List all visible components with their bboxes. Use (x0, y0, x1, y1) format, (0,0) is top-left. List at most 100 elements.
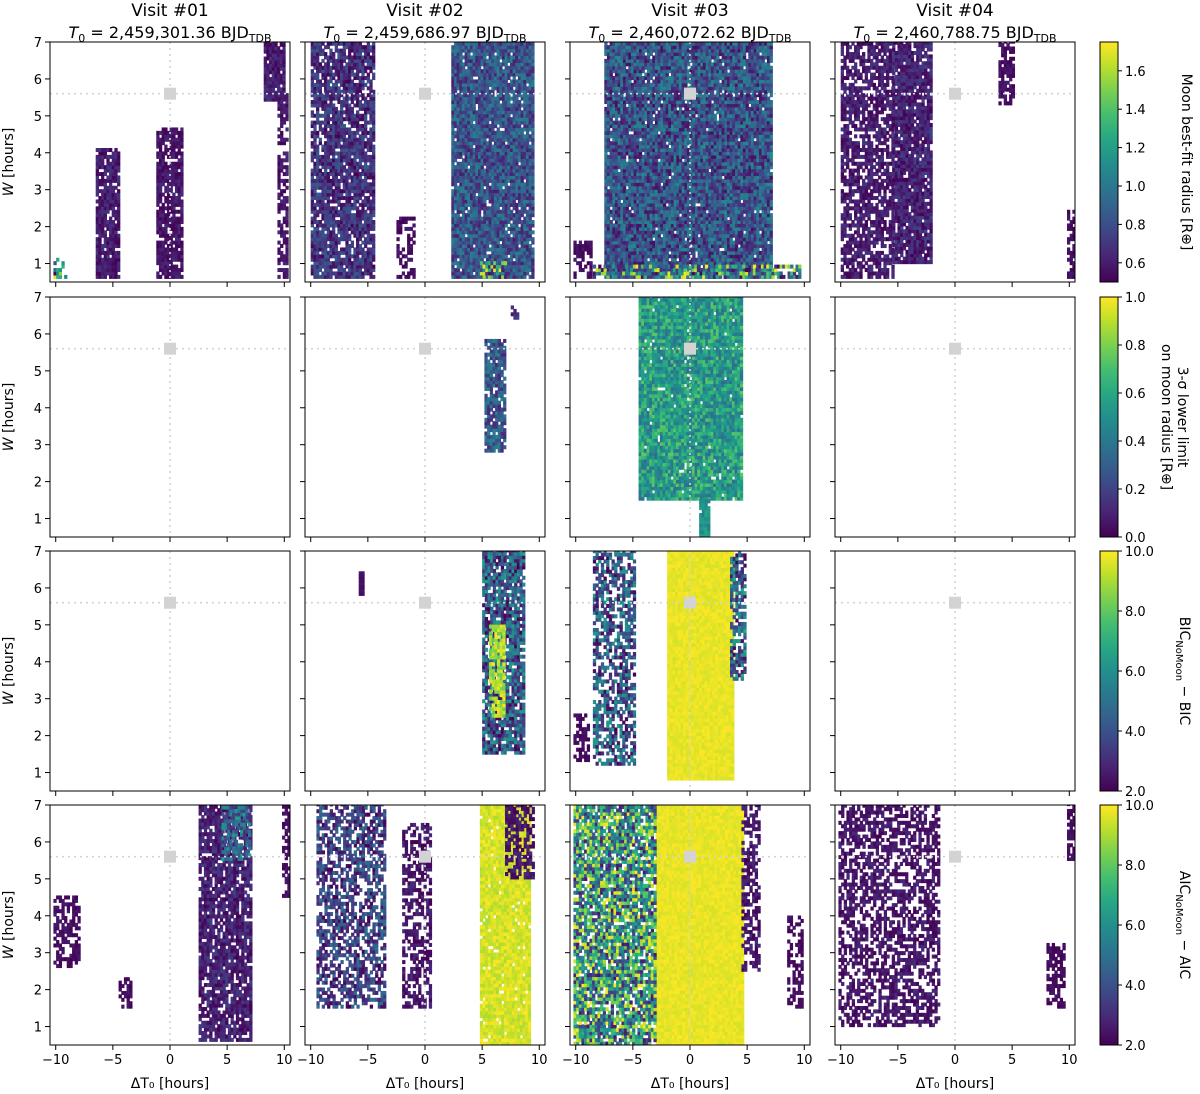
heatmap-cell (356, 216, 360, 221)
heatmap-cell (166, 134, 171, 139)
heatmap-cell (372, 226, 376, 231)
heatmap-cell (321, 206, 325, 211)
heatmap-cell (480, 117, 484, 122)
heatmap-cell (109, 172, 113, 177)
heatmap-cell (609, 62, 613, 67)
heatmap-cell (472, 72, 476, 77)
heatmap-cell (525, 165, 530, 170)
heatmap-cell (348, 113, 352, 118)
heatmap-cell (372, 250, 376, 255)
heatmap-cell (316, 52, 320, 57)
heatmap-cell (321, 185, 325, 190)
heatmap-cell (459, 264, 463, 269)
heatmap-cell (353, 82, 357, 87)
heatmap-cell (342, 110, 346, 115)
heatmap-cell (528, 209, 532, 214)
heatmap-cell (334, 96, 338, 101)
heatmap-cell (158, 216, 163, 221)
heatmap-cell (503, 264, 508, 269)
heatmap-cell (334, 120, 338, 125)
heatmap-cell (475, 151, 479, 156)
y-tick-label: 2 (34, 221, 42, 236)
heatmap-cell (469, 113, 474, 118)
heatmap-cell (620, 247, 624, 252)
heatmap-cell (279, 66, 283, 71)
heatmap-cell (523, 69, 527, 74)
heatmap-cell (158, 185, 163, 190)
heatmap-cell (504, 124, 508, 129)
heatmap-cell (467, 271, 471, 276)
heatmap-cell (614, 206, 619, 211)
heatmap-cell (280, 100, 284, 105)
heatmap-cell (345, 175, 349, 180)
heatmap-cell (485, 220, 490, 225)
heatmap-cell (106, 161, 110, 166)
heatmap-cell (177, 250, 181, 255)
heatmap-cell (499, 250, 503, 255)
heatmap-cell (356, 240, 360, 245)
heatmap-cell (337, 76, 341, 81)
heatmap-cell (266, 77, 270, 82)
heatmap-cell (332, 82, 336, 87)
heatmap-cell (117, 151, 121, 156)
heatmap-cell (517, 213, 522, 218)
heatmap-cell (353, 178, 357, 183)
heatmap-cell (614, 117, 619, 122)
heatmap-cell (485, 192, 490, 197)
heatmap-cell (606, 55, 611, 60)
heatmap-cell (496, 216, 500, 221)
heatmap-cell (614, 154, 619, 159)
heatmap-cell (483, 89, 487, 94)
heatmap-cell (348, 213, 352, 218)
heatmap-cell (531, 189, 535, 194)
heatmap-cell (491, 189, 495, 194)
heatmap-cell (156, 223, 160, 228)
heatmap-cell (477, 202, 482, 207)
heatmap-cell (407, 216, 411, 221)
heatmap-cell (606, 233, 611, 238)
heatmap-cell (340, 42, 344, 46)
heatmap-cell (485, 154, 490, 159)
heatmap-cell (523, 230, 527, 235)
heatmap-cell (520, 213, 524, 218)
heatmap-cell (316, 261, 320, 266)
heatmap-cell (316, 69, 320, 74)
heatmap-cell (609, 151, 613, 156)
heatmap-cell (509, 69, 514, 74)
heatmap-cell (321, 250, 325, 255)
heatmap-cell (469, 268, 474, 273)
heatmap-cell (477, 216, 482, 221)
heatmap-cell (617, 254, 621, 259)
heatmap-cell (480, 202, 484, 207)
heatmap-cell (515, 82, 519, 87)
heatmap-cell (617, 144, 621, 149)
heatmap-cell (451, 134, 455, 139)
heatmap-cell (617, 206, 621, 211)
heatmap-cell (477, 161, 482, 166)
heatmap-cell (620, 216, 624, 221)
heatmap-cell (620, 178, 624, 183)
heatmap-cell (310, 216, 314, 221)
heatmap-cell (499, 117, 503, 122)
heatmap-cell (469, 247, 474, 252)
heatmap-cell (485, 178, 490, 183)
heatmap-cell (348, 271, 352, 276)
heatmap-cell (114, 202, 118, 207)
heatmap-cell (464, 58, 468, 63)
heatmap-cell (158, 137, 163, 142)
heatmap-cell (337, 72, 341, 77)
heatmap-cell (453, 216, 458, 221)
heatmap-cell (604, 213, 608, 218)
heatmap-cell (321, 213, 325, 218)
heatmap-cell (366, 93, 370, 98)
heatmap-cell (117, 178, 121, 183)
heatmap-cell (451, 48, 455, 53)
heatmap-cell (483, 192, 487, 197)
heatmap-cell (472, 93, 476, 98)
heatmap-cell (332, 209, 336, 214)
heatmap-cell (472, 247, 476, 252)
heatmap-cell (472, 274, 476, 279)
heatmap-cell (109, 148, 113, 153)
heatmap-cell (496, 86, 500, 91)
heatmap-cell (512, 230, 516, 235)
